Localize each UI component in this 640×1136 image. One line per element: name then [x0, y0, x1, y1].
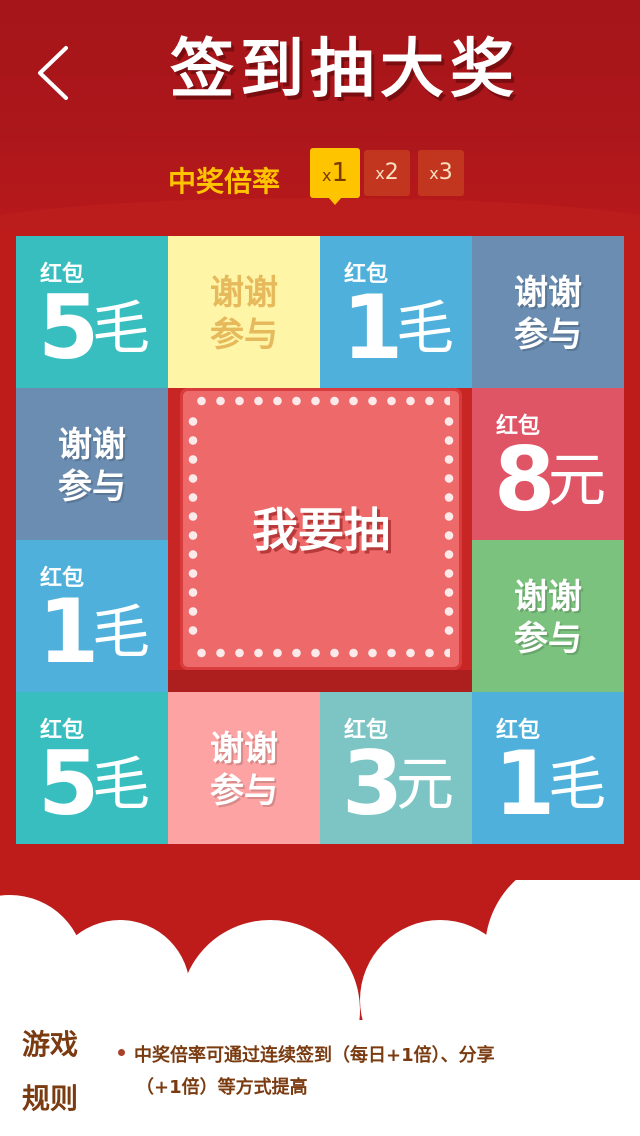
- thanks-line1: 谢谢: [514, 577, 582, 617]
- draw-button-shadow: [168, 670, 472, 692]
- draw-button-label: 我要抽: [252, 503, 390, 557]
- back-button[interactable]: [30, 42, 80, 104]
- thanks-line1: 谢谢: [210, 729, 278, 769]
- prize-amount: 1: [38, 580, 100, 683]
- prize-unit: 毛: [548, 750, 607, 818]
- rules-title-line2: 规则: [22, 1082, 79, 1115]
- multiplier-x2-button[interactable]: x2: [364, 150, 410, 196]
- rules-text-line1: 中奖倍率可通过连续签到（每日+1倍）、分享: [134, 1045, 495, 1066]
- thanks-line2: 参与: [514, 619, 582, 659]
- prize-unit: 元: [548, 446, 607, 514]
- decorative-dots: [444, 412, 454, 642]
- thanks-line2: 参与: [210, 771, 278, 811]
- prize-amount: 1: [342, 276, 404, 379]
- prize-cell-1mao: 红包 1 毛: [472, 692, 624, 844]
- rules-title-line1: 游戏: [22, 1028, 79, 1061]
- cloud-decoration: [0, 880, 640, 1136]
- prize-unit: 毛: [396, 294, 455, 362]
- rules-title: 游戏 规则: [22, 1018, 86, 1126]
- prize-cell-8yuan: 红包 8 元: [472, 388, 624, 540]
- prize-label: 红包: [496, 718, 541, 743]
- thanks-line2: 参与: [210, 315, 278, 355]
- prize-unit: 毛: [92, 598, 151, 666]
- prize-label: 红包: [496, 414, 541, 439]
- prize-unit: 毛: [92, 750, 151, 818]
- rules-text-line2: （+1倍）等方式提高: [136, 1077, 308, 1098]
- bullet-icon: [118, 1049, 125, 1056]
- multiplier-value: 3: [438, 160, 453, 185]
- thanks-line2: 参与: [58, 467, 126, 507]
- thanks-cell: 谢谢 参与: [168, 236, 320, 388]
- center-panel: 我要抽: [168, 388, 472, 692]
- rules-text: 中奖倍率可通过连续签到（每日+1倍）、分享 （+1倍）等方式提高: [134, 1040, 554, 1104]
- thanks-cell: 谢谢 参与: [16, 388, 168, 540]
- multiplier-value: 2: [384, 160, 399, 185]
- prize-cell-3yuan: 红包 3 元: [320, 692, 472, 844]
- decorative-dots: [192, 396, 450, 406]
- page-title: 签到抽大奖: [170, 33, 520, 107]
- prize-label: 红包: [344, 262, 389, 287]
- prize-unit: 毛: [92, 294, 151, 362]
- multiplier-prefix: x: [429, 164, 439, 183]
- multiplier-x1-button[interactable]: x1: [310, 148, 360, 205]
- decorative-dots: [188, 412, 198, 642]
- thanks-line1: 谢谢: [514, 273, 582, 313]
- prize-unit: 元: [396, 750, 455, 818]
- prize-label: 红包: [40, 262, 85, 287]
- lottery-grid: 红包 5 毛 谢谢 参与 红包 1 毛 谢谢 参与 谢谢 参与 红包 8 元 红包 1…: [16, 236, 624, 844]
- prize-amount: 5: [38, 276, 100, 379]
- draw-button[interactable]: 我要抽: [180, 388, 462, 670]
- multiplier-value: 1: [331, 158, 348, 188]
- prize-cell-5mao: 红包 5 毛: [16, 236, 168, 388]
- thanks-line1: 谢谢: [58, 425, 126, 465]
- multiplier-label: 中奖倍率: [168, 165, 281, 198]
- prize-cell-5mao: 红包 5 毛: [16, 692, 168, 844]
- prize-label: 红包: [40, 566, 85, 591]
- thanks-cell: 谢谢 参与: [472, 236, 624, 388]
- prize-cell-1mao: 红包 1 毛: [16, 540, 168, 692]
- thanks-line1: 谢谢: [210, 273, 278, 313]
- prize-amount: 1: [494, 732, 556, 835]
- prize-amount: 3: [342, 732, 404, 835]
- prize-amount: 5: [38, 732, 100, 835]
- prize-amount: 8: [494, 428, 556, 531]
- multiplier-prefix: x: [321, 166, 332, 185]
- multiplier-prefix: x: [375, 164, 385, 183]
- prize-label: 红包: [344, 718, 389, 743]
- thanks-cell: 谢谢 参与: [472, 540, 624, 692]
- thanks-line2: 参与: [514, 315, 582, 355]
- decorative-dots: [192, 648, 450, 658]
- multiplier-x3-button[interactable]: x3: [418, 150, 464, 196]
- prize-label: 红包: [40, 718, 85, 743]
- chevron-left-icon: [38, 46, 68, 100]
- thanks-cell: 谢谢 参与: [168, 692, 320, 844]
- prize-cell-1mao: 红包 1 毛: [320, 236, 472, 388]
